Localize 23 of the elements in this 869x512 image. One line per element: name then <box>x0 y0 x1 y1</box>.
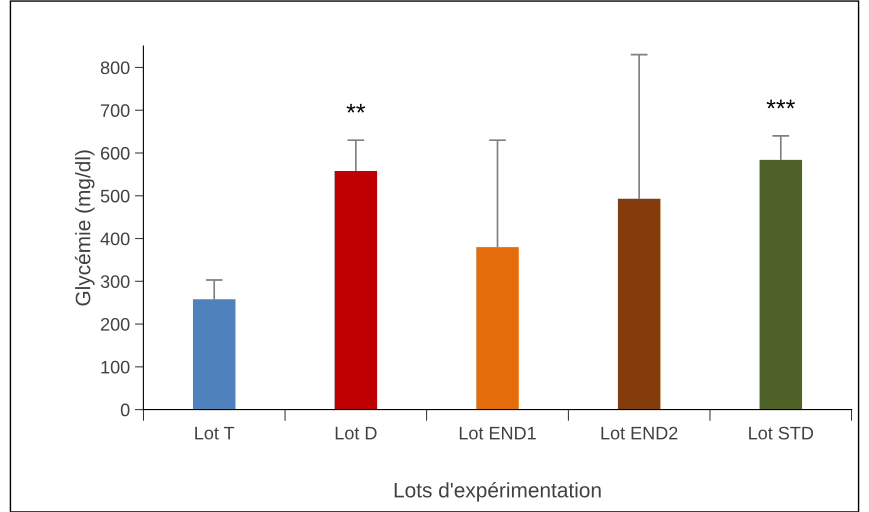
annotation: *** <box>766 100 795 108</box>
y-tick-label: 300 <box>100 275 130 288</box>
y-tick-label: 600 <box>100 146 130 160</box>
bar <box>192 299 236 410</box>
annotation: ** <box>346 104 366 113</box>
x-tick-label: Lot END1 <box>460 426 536 440</box>
x-axis-title: Lots d'expérimentation <box>394 482 601 502</box>
bar <box>476 247 519 410</box>
x-tick-label: Lot END2 <box>601 426 678 440</box>
bar <box>618 198 660 410</box>
x-tick-label: Lot T <box>195 426 234 440</box>
y-tick-label: 400 <box>100 232 130 246</box>
y-tick-label: 700 <box>100 104 130 117</box>
y-tick-label: 0 <box>120 404 130 416</box>
bar <box>334 170 378 410</box>
x-tick-label: Lot STD <box>749 426 814 440</box>
x-tick-label: Lot D <box>336 426 377 440</box>
y-tick-label: 500 <box>100 190 130 202</box>
y-tick-label: 800 <box>100 61 130 74</box>
bar <box>760 160 802 410</box>
y-axis-title: Glycémie (mg/dl) <box>74 150 95 306</box>
y-tick-label: 200 <box>100 318 130 331</box>
y-tick-label: 100 <box>101 360 130 374</box>
